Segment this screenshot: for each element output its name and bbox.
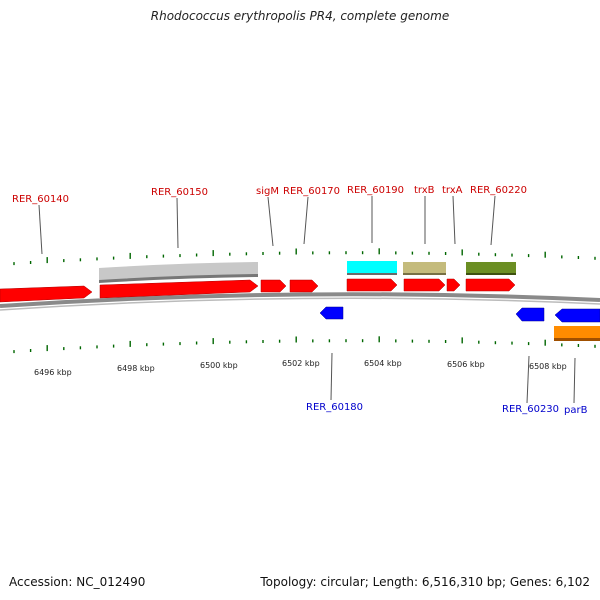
feature-bar-gray[interactable]	[99, 262, 258, 283]
gene-arrow-rer60150[interactable]	[99, 279, 259, 299]
gene-label-rer60140[interactable]: RER_60140	[12, 194, 69, 205]
genome-summary-text: Topology: circular; Length: 6,516,310 bp…	[260, 575, 590, 589]
tick-row-bottom	[13, 336, 596, 354]
feature-bar-tan[interactable]	[403, 262, 446, 275]
gene-arrow-rer60180[interactable]	[319, 306, 344, 320]
gene-label-rer60180[interactable]: RER_60180	[306, 402, 363, 413]
gene-label-rer60220[interactable]: RER_60220	[470, 185, 527, 196]
map-title: Rhodococcus erythropolis PR4, complete g…	[150, 9, 450, 23]
scale-label-6496: 6496 kbp	[34, 368, 72, 377]
accession-text: Accession: NC_012490	[9, 575, 146, 589]
gene-arrow-rer60170[interactable]	[289, 279, 319, 293]
scale-label-6500: 6500 kbp	[200, 361, 238, 370]
tick-row-top	[13, 248, 596, 266]
gene-arrow-rer60220[interactable]	[465, 278, 516, 292]
gene-arrow-rer60190[interactable]	[346, 278, 398, 292]
gene-arrow-rer60140[interactable]	[0, 285, 93, 303]
scale-label-6508: 6508 kbp	[529, 362, 567, 371]
reverse-genes	[319, 306, 600, 323]
gene-arrow-parb[interactable]	[554, 308, 600, 323]
gene-arrow-sigm[interactable]	[260, 279, 287, 293]
scale-label-6504: 6504 kbp	[364, 359, 402, 368]
feature-bar-olive[interactable]	[466, 262, 516, 275]
gene-label-rer60230[interactable]: RER_60230	[502, 404, 559, 415]
gene-label-trxb[interactable]: trxB	[414, 185, 435, 196]
gene-label-rer60150[interactable]: RER_60150	[151, 187, 208, 198]
scale-label-6498: 6498 kbp	[117, 364, 155, 373]
feature-bar-cyan[interactable]	[347, 261, 397, 275]
feature-bar-orange[interactable]	[554, 326, 600, 341]
scale-label-6502: 6502 kbp	[282, 359, 320, 368]
gene-label-parb[interactable]: parB	[564, 405, 588, 416]
scale-label-6506: 6506 kbp	[447, 360, 485, 369]
backbone-outer	[0, 292, 600, 308]
gene-arrow-trxa[interactable]	[446, 278, 461, 292]
gene-label-trxa[interactable]: trxA	[442, 185, 463, 196]
gene-label-rer60190[interactable]: RER_60190	[347, 185, 404, 196]
label-leaders	[38, 195, 576, 404]
gene-label-sigm[interactable]: sigM	[256, 186, 279, 197]
gene-label-rer60170[interactable]: RER_60170	[283, 186, 340, 197]
gene-arrow-rer60230[interactable]	[515, 307, 545, 322]
backbone-inner	[0, 297, 600, 311]
gene-arrow-trxb[interactable]	[403, 278, 446, 292]
forward-genes	[0, 278, 516, 303]
